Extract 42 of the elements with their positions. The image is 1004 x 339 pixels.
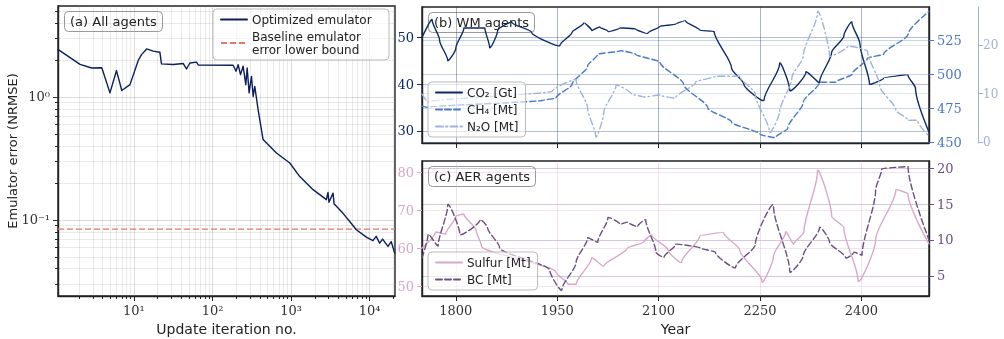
y-tick-label: 80 xyxy=(397,164,414,180)
y3-tick-label: 20 xyxy=(983,38,999,53)
legend-label: CH₄ [Mt] xyxy=(467,102,518,117)
y-tick-label: 10⁰ xyxy=(28,89,50,105)
x-tick-label: 10⁴ xyxy=(358,303,381,318)
text: (a) All agents xyxy=(70,14,158,29)
text: (b) WM agents xyxy=(434,15,530,30)
y2-tick-label: 525 xyxy=(937,32,962,48)
legend-label: CO₂ [Gt] xyxy=(467,85,517,100)
legend-label: Sulfur [Mt] xyxy=(467,255,531,270)
y-tick-label: 30 xyxy=(397,123,414,139)
x-tick-label: 1800 xyxy=(439,303,473,318)
y-axis-title: Emulator error (NRMSE) xyxy=(5,73,20,229)
y-tick-label: 50 xyxy=(397,278,414,294)
x-tick-label: 10² xyxy=(201,303,224,318)
x-tick-label: 10¹ xyxy=(123,303,145,318)
y2-tick-label: 5 xyxy=(937,268,946,284)
y-tick-label: 70 xyxy=(397,202,414,218)
legend-label: N₂O [Mt] xyxy=(467,119,519,134)
text: (c) AER agents xyxy=(434,169,531,184)
x-tick-label: 1950 xyxy=(540,303,574,318)
y-tick-label: 40 xyxy=(397,76,414,92)
y2-tick-label: 20 xyxy=(937,160,954,176)
x-tick-label: 10³ xyxy=(280,303,302,318)
legend-label: Optimized emulator xyxy=(252,12,372,27)
y2-tick-label: 15 xyxy=(937,196,954,212)
y2-tick-label: 475 xyxy=(937,100,962,116)
y2-tick-label: 500 xyxy=(937,66,962,82)
y-tick-label: 60 xyxy=(397,240,414,256)
y-tick-label: 10⁻¹ xyxy=(21,212,50,228)
x-tick-label: 2250 xyxy=(743,303,777,318)
y2-tick-label: 450 xyxy=(937,134,962,150)
y3-tick-label: 0 xyxy=(983,135,991,150)
y2-tick-label: 10 xyxy=(937,232,954,248)
legend-label: Baseline emulator error lower bound xyxy=(252,29,365,57)
x-axis-title: Update iteration no. xyxy=(156,320,297,337)
legend-label: BC [Mt] xyxy=(467,272,512,287)
x-tick-label: 2100 xyxy=(642,303,676,318)
y-tick-label: 50 xyxy=(397,29,414,45)
x-tick-label: 2400 xyxy=(844,303,878,318)
y3-tick-label: 10 xyxy=(983,86,999,101)
x-axis-title: Year xyxy=(659,320,691,337)
